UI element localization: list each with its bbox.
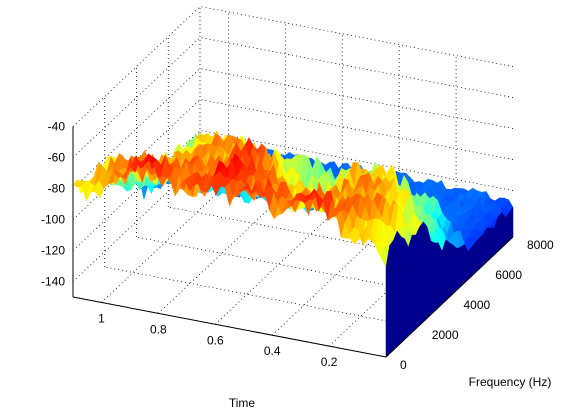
grid-line-z-right: [199, 68, 514, 129]
surface-skirt: [404, 238, 409, 340]
surface-skirt: [471, 241, 476, 277]
surface-skirt: [501, 211, 506, 249]
surface-mesh: [72, 130, 514, 358]
surface-skirt: [460, 243, 465, 287]
surface-skirt: [482, 227, 488, 266]
freq-tick-label: 4000: [464, 298, 491, 312]
surface-skirt: [456, 246, 461, 291]
surface-skirt: [389, 239, 394, 355]
surface-skirt: [426, 226, 432, 319]
surface-skirt: [408, 235, 413, 337]
grid-line-z-right: [199, 6, 514, 67]
tick-labels: 1 0.8 0.6 0.4 0.2 0 2000 4000 6000 8000 -40 -60 -80 -…: [41, 120, 554, 373]
z-tick-label: -120: [41, 244, 65, 258]
surface-skirt: [441, 239, 447, 305]
z-tick-label: -140: [41, 275, 65, 289]
freq-tick-label: 2000: [432, 328, 459, 342]
axes-box: [72, 126, 514, 358]
z-tick-label: -40: [48, 120, 66, 134]
surface-skirt: [419, 221, 424, 326]
z-tick-label: -100: [41, 213, 65, 227]
surface-skirt: [505, 211, 510, 245]
surface-skirt: [467, 246, 473, 280]
surface-skirt: [411, 234, 417, 333]
grid-line-z-back: [72, 37, 201, 158]
surface-skirt: [497, 211, 503, 252]
time-tick-label: 0.4: [264, 344, 281, 358]
surface-skirt: [396, 230, 402, 347]
surface-skirt: [445, 239, 450, 302]
freq-tick-label: 0: [400, 358, 407, 372]
time-tick-label: 0.6: [207, 333, 224, 347]
surface-skirt: [438, 242, 443, 309]
surface-skirt: [423, 221, 428, 323]
grid-line-t-floor: [158, 193, 286, 314]
freq-axis-line: [385, 236, 514, 358]
surface-skirt: [400, 236, 405, 344]
x-axis-label: Time: [229, 396, 256, 410]
y-axis-label: Frequency (Hz): [469, 375, 552, 389]
grid-line-t-floor: [101, 182, 229, 303]
surface-skirt: [475, 237, 480, 273]
surface-skirt: [464, 244, 469, 284]
time-tick-label: 0.8: [150, 322, 167, 336]
surface-skirt: [415, 226, 420, 330]
freq-tick-label: 6000: [495, 268, 522, 282]
time-axis-line: [72, 296, 387, 358]
grid-line-z-right: [199, 37, 514, 98]
grid-line-t-floor: [214, 203, 343, 325]
time-tick-label: 0.2: [321, 355, 338, 369]
surface-skirt: [486, 227, 491, 263]
freq-tick-label: 8000: [527, 238, 554, 252]
z-tick-label: -60: [48, 151, 66, 165]
surface-skirt: [509, 206, 514, 242]
surface-skirt: [434, 242, 439, 312]
surface-skirt: [393, 230, 398, 351]
surface-skirt: [430, 240, 435, 316]
grid-line-f-floor: [104, 266, 418, 328]
surface-skirt: [490, 227, 495, 259]
surface-skirt: [449, 242, 454, 298]
surface-skirt: [479, 234, 484, 270]
time-tick-label: 1: [98, 312, 105, 326]
z-tick-label: -80: [48, 182, 66, 196]
surface-skirt: [452, 244, 458, 295]
